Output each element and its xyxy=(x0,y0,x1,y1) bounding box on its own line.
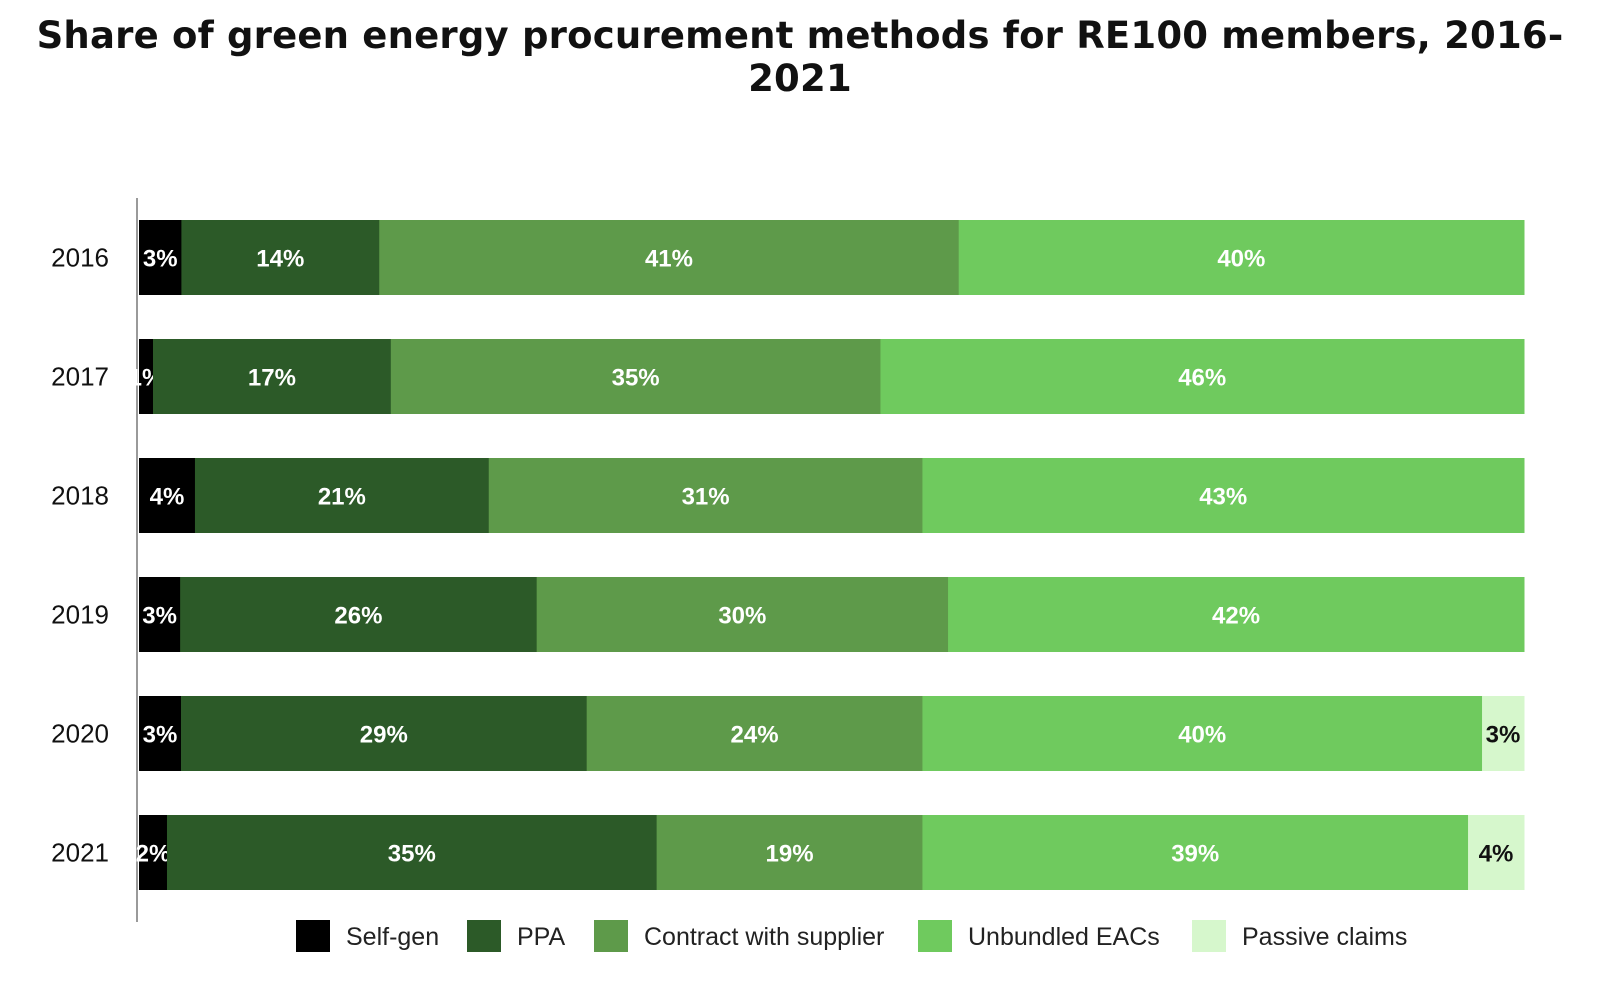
bar-segment xyxy=(536,577,949,652)
bar-segment xyxy=(180,696,588,771)
data-label: 31% xyxy=(682,484,730,511)
data-label: 3% xyxy=(143,722,178,749)
bar-segment xyxy=(922,458,1525,533)
data-label: 2% xyxy=(136,841,171,868)
bar-segment xyxy=(180,577,538,652)
bar-segment xyxy=(948,577,1525,652)
category-label: 2018 xyxy=(51,481,109,511)
category-label: 2020 xyxy=(51,719,109,749)
data-label: 43% xyxy=(1199,484,1247,511)
category-label: 2019 xyxy=(51,600,109,630)
bar-segment xyxy=(166,815,658,890)
data-label: 35% xyxy=(612,365,660,392)
data-label: 21% xyxy=(318,484,366,511)
bar-segment xyxy=(958,220,1525,295)
data-label: 3% xyxy=(143,246,178,273)
bar-segment xyxy=(390,339,881,414)
bar-segment xyxy=(656,815,923,890)
bar-segment xyxy=(922,696,1483,771)
category-label: 2016 xyxy=(51,243,109,273)
data-label: 4% xyxy=(1479,841,1514,868)
category-label: 2021 xyxy=(51,838,109,868)
category-label: 2017 xyxy=(51,362,109,392)
legend-swatch xyxy=(594,920,628,952)
legend-label: Self-gen xyxy=(346,923,439,951)
bar-segment xyxy=(139,339,154,414)
legend-swatch xyxy=(918,920,952,952)
data-label: 29% xyxy=(360,722,408,749)
data-label: 40% xyxy=(1217,246,1265,273)
bar-segment xyxy=(488,458,923,533)
bar-segment xyxy=(139,458,196,533)
legend-label: Unbundled EACs xyxy=(968,923,1160,951)
bar-segment xyxy=(139,577,181,652)
bar-segment xyxy=(194,458,490,533)
bar-segment xyxy=(379,220,960,295)
bar-segment xyxy=(139,220,182,295)
data-label: 4% xyxy=(150,484,185,511)
legend-swatch xyxy=(296,920,330,952)
data-label: 17% xyxy=(248,365,296,392)
data-label: 41% xyxy=(645,246,693,273)
data-label: 19% xyxy=(766,841,814,868)
data-label: 35% xyxy=(388,841,436,868)
data-label: 46% xyxy=(1178,365,1226,392)
legend-label: Contract with supplier xyxy=(644,923,884,951)
legend-swatch xyxy=(467,920,501,952)
data-label: 30% xyxy=(718,603,766,630)
bar-segment xyxy=(1468,815,1525,890)
bar-segment xyxy=(922,815,1469,890)
bar-segment xyxy=(1482,696,1525,771)
data-label: 42% xyxy=(1212,603,1260,630)
bar-segment xyxy=(880,339,1525,414)
bar-segment xyxy=(152,339,392,414)
data-label: 26% xyxy=(334,603,382,630)
data-label: 40% xyxy=(1178,722,1226,749)
data-label: 3% xyxy=(1486,722,1521,749)
data-label: 14% xyxy=(256,246,304,273)
legend-label: Passive claims xyxy=(1242,923,1407,951)
chart-title: Share of green energy procurement method… xyxy=(36,14,1564,100)
data-label: 3% xyxy=(142,603,177,630)
bar-segment xyxy=(139,815,168,890)
bar-segment xyxy=(181,220,380,295)
legend-swatch xyxy=(1192,920,1226,952)
bar-segment xyxy=(139,696,182,771)
data-label: 39% xyxy=(1171,841,1219,868)
data-label: 24% xyxy=(731,722,779,749)
bar-segment xyxy=(586,696,923,771)
legend-label: PPA xyxy=(517,923,565,951)
